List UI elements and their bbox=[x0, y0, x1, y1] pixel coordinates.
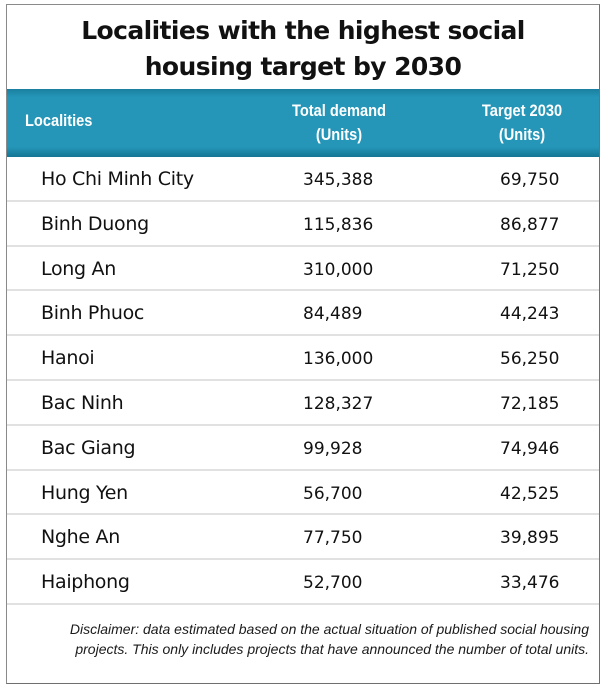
target-2030-cell: 69,750 bbox=[500, 170, 560, 190]
disclaimer-note: Disclaimer: data estimated based on the … bbox=[69, 621, 589, 657]
total-demand-cell: 310,000 bbox=[303, 259, 374, 280]
locality-cell: Ho Chi Minh City bbox=[41, 168, 194, 190]
target-2030-cell: 42,525 bbox=[500, 483, 560, 504]
table-row: Hanoi 136,000 56,250 bbox=[7, 336, 599, 381]
header-localities: Localities bbox=[25, 111, 93, 130]
chart-title: Localities with the highest social housi… bbox=[7, 13, 599, 85]
table-row: Binh Phuoc 84,489 44,243 bbox=[7, 291, 599, 337]
header-total-demand-line1: Total demand bbox=[292, 101, 386, 120]
title-line-1: Localities with the highest social bbox=[81, 16, 525, 45]
header-total-demand-line2: (Units) bbox=[315, 125, 363, 144]
total-demand-cell: 99,928 bbox=[303, 438, 363, 459]
locality-cell: Bac Giang bbox=[41, 436, 136, 459]
table-row: Ho Chi Minh City 345,388 69,750 bbox=[7, 157, 599, 202]
header-total-demand: Total demand (Units) bbox=[279, 99, 399, 147]
target-2030-cell: 71,250 bbox=[500, 259, 560, 280]
total-demand-cell: 56,700 bbox=[303, 483, 363, 504]
title-line-2: housing target by 2030 bbox=[144, 52, 462, 81]
target-2030-cell: 74,946 bbox=[500, 438, 560, 459]
total-demand-cell: 136,000 bbox=[303, 349, 374, 370]
target-2030-cell: 44,243 bbox=[500, 304, 560, 325]
total-demand-cell: 115,836 bbox=[303, 214, 374, 235]
target-2030-cell: 86,877 bbox=[500, 214, 560, 235]
locality-cell: Nghe An bbox=[41, 526, 120, 549]
table-row: Long An 310,000 71,250 bbox=[7, 247, 599, 292]
total-demand-cell: 77,750 bbox=[303, 528, 363, 549]
table-row: Binh Duong 115,836 86,877 bbox=[7, 202, 599, 247]
table-row: Bac Ninh 128,327 72,185 bbox=[7, 381, 599, 426]
target-2030-cell: 72,185 bbox=[500, 393, 560, 414]
table-row: Bac Giang 99,928 74,946 bbox=[7, 426, 599, 471]
table-body: Ho Chi Minh City 345,388 69,750 Binh Duong 1… bbox=[7, 157, 599, 605]
total-demand-cell: 128,327 bbox=[303, 393, 374, 414]
table-header: Localities Total demand (Units) Target 2… bbox=[7, 89, 599, 157]
target-2030-cell: 33,476 bbox=[500, 573, 560, 594]
infographic-frame: Localities with the highest social housi… bbox=[6, 4, 600, 684]
locality-cell: Haiphong bbox=[41, 571, 130, 594]
header-target-2030: Target 2030 (Units) bbox=[466, 99, 578, 147]
target-2030-cell: 39,895 bbox=[500, 528, 560, 549]
locality-cell: Hung Yen bbox=[41, 481, 128, 504]
locality-cell: Binh Phuoc bbox=[41, 302, 145, 325]
total-demand-cell: 84,489 bbox=[303, 304, 363, 325]
header-target-line1: Target 2030 bbox=[481, 101, 563, 120]
locality-cell: Long An bbox=[41, 257, 116, 280]
locality-cell: Binh Duong bbox=[41, 212, 149, 235]
locality-cell: Hanoi bbox=[41, 347, 95, 370]
locality-cell: Bac Ninh bbox=[41, 391, 124, 414]
total-demand-cell: 345,388 bbox=[303, 170, 374, 190]
header-target-line2: (Units) bbox=[498, 125, 546, 144]
table-row: Hung Yen 56,700 42,525 bbox=[7, 471, 599, 516]
target-2030-cell: 56,250 bbox=[500, 349, 560, 370]
total-demand-cell: 52,700 bbox=[303, 573, 363, 594]
table-row: Haiphong 52,700 33,476 bbox=[7, 560, 599, 605]
table-row: Nghe An 77,750 39,895 bbox=[7, 515, 599, 561]
